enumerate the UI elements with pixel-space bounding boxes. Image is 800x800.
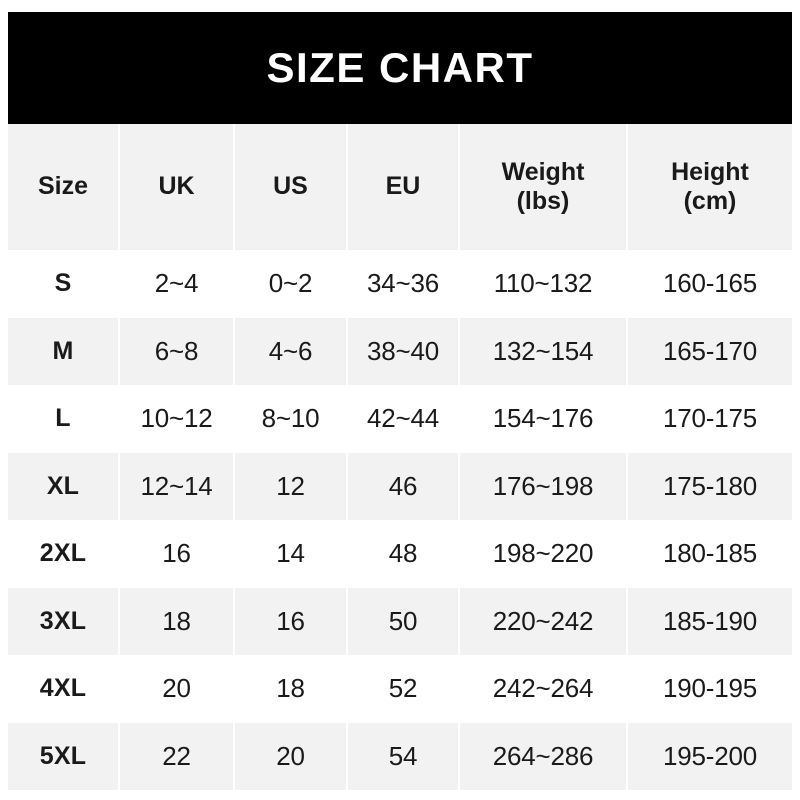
cell-height-value: 185-190 [662, 605, 758, 636]
cell-size-label: M [8, 317, 120, 385]
cell-weight-value: 154~176 [460, 385, 628, 453]
cell-height-value: 170-175 [662, 403, 758, 434]
cell-uk-value: 10~12 [120, 385, 235, 453]
cell-weight-value: 132~154 [460, 317, 628, 385]
page-title: SIZE CHART [266, 44, 534, 91]
size-chart-table: Size UK US EU Weight (lbs) Height (cm) S 2~4 0~2 34… [8, 124, 792, 790]
cell-uk-value: 18 [120, 587, 235, 655]
cell-height-value: 165-170 [662, 335, 758, 366]
cell-size-label: L [8, 385, 120, 453]
cell-us-value: 0~2 [235, 250, 348, 318]
cell-size-label: 3XL [8, 587, 120, 655]
cell-weight-value: 220~242 [460, 587, 628, 655]
column-header-label: (cm) [683, 187, 737, 215]
cell-us-value: 8~10 [235, 385, 348, 453]
table-row: 5XL 22 20 54 264~286 195-200 [8, 722, 792, 790]
cell-eu-value: 46 [348, 452, 460, 520]
cell-size-label: S [8, 250, 120, 318]
column-header-label: US [273, 172, 308, 201]
chart-title-banner: SIZE CHART [8, 12, 792, 124]
table-row: 3XL 18 16 50 220~242 185-190 [8, 587, 792, 655]
column-header-label: (lbs) [516, 187, 570, 215]
column-header-size: Size [8, 124, 120, 250]
cell-uk-value: 16 [120, 520, 235, 588]
cell-eu-value: 42~44 [348, 385, 460, 453]
column-header-label: UK [158, 172, 195, 201]
table-row: S 2~4 0~2 34~36 110~132 160-165 [8, 250, 792, 318]
size-chart-card: SIZE CHART Size UK US EU Weight (lbs) Height (c… [8, 12, 792, 790]
table-row: M 6~8 4~6 38~40 132~154 165-170 [8, 317, 792, 385]
column-header-label: Weight [501, 157, 585, 186]
column-header-label: EU [385, 172, 421, 201]
cell-eu-value: 54 [348, 722, 460, 790]
column-header-uk: UK [120, 124, 235, 250]
cell-uk-value: 6~8 [120, 317, 235, 385]
cell-uk-value: 22 [120, 722, 235, 790]
table-row: XL 12~14 12 46 176~198 175-180 [8, 452, 792, 520]
cell-us-value: 16 [235, 587, 348, 655]
cell-weight-value: 264~286 [460, 722, 628, 790]
column-header-height: Height (cm) [628, 124, 792, 250]
cell-us-value: 20 [235, 722, 348, 790]
column-header-label: Size [37, 172, 89, 201]
cell-height-value: 180-185 [662, 538, 758, 569]
column-header-label: Height [671, 157, 749, 186]
column-header-weight: Weight (lbs) [460, 124, 628, 250]
cell-height-value: 160-165 [662, 268, 758, 299]
cell-weight-value: 176~198 [460, 452, 628, 520]
cell-size-label: 5XL [8, 722, 120, 790]
cell-weight-value: 110~132 [460, 250, 628, 318]
cell-weight-value: 242~264 [460, 655, 628, 723]
cell-us-value: 4~6 [235, 317, 348, 385]
table-row: 4XL 20 18 52 242~264 190-195 [8, 655, 792, 723]
cell-eu-value: 52 [348, 655, 460, 723]
cell-height-value: 195-200 [662, 740, 758, 771]
cell-weight-value: 198~220 [460, 520, 628, 588]
column-header-eu: EU [348, 124, 460, 250]
cell-eu-value: 50 [348, 587, 460, 655]
cell-us-value: 18 [235, 655, 348, 723]
cell-eu-value: 38~40 [348, 317, 460, 385]
cell-height-value: 175-180 [662, 470, 758, 501]
cell-uk-value: 12~14 [120, 452, 235, 520]
cell-us-value: 14 [235, 520, 348, 588]
cell-us-value: 12 [235, 452, 348, 520]
cell-height-value: 190-195 [662, 673, 758, 704]
table-row: L 10~12 8~10 42~44 154~176 170-175 [8, 385, 792, 453]
cell-size-label: 2XL [8, 520, 120, 588]
cell-size-label: 4XL [8, 655, 120, 723]
table-row: 2XL 16 14 48 198~220 180-185 [8, 520, 792, 588]
column-header-us: US [235, 124, 348, 250]
cell-eu-value: 48 [348, 520, 460, 588]
cell-eu-value: 34~36 [348, 250, 460, 318]
table-header-row: Size UK US EU Weight (lbs) Height (cm) [8, 124, 792, 250]
cell-size-label: XL [8, 452, 120, 520]
cell-uk-value: 20 [120, 655, 235, 723]
cell-uk-value: 2~4 [120, 250, 235, 318]
